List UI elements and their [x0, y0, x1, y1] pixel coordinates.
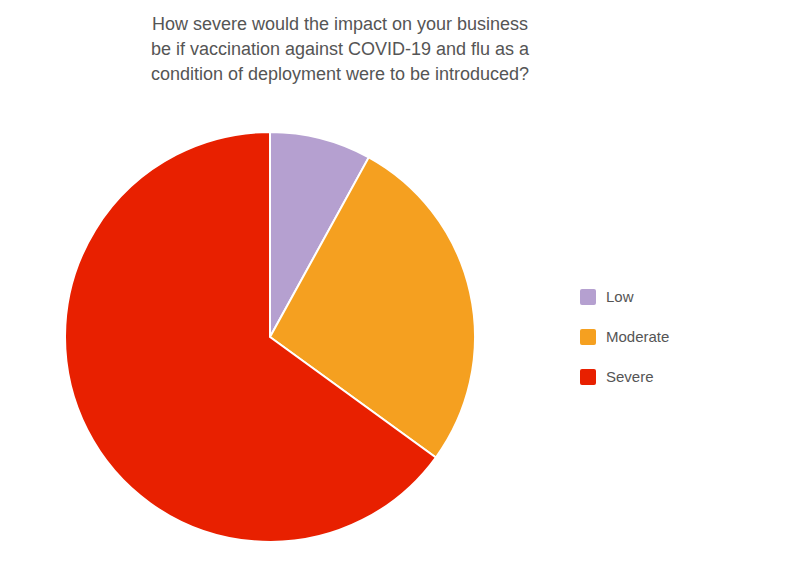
title-line: be if vaccination against COVID-19 and f… — [151, 39, 530, 59]
legend: Low Moderate Severe — [580, 288, 669, 385]
pie-slice — [65, 132, 436, 542]
chart-title: How severe would the impact on your busi… — [151, 14, 530, 84]
background — [0, 0, 807, 582]
legend-swatch — [580, 329, 596, 345]
title-line: condition of deployment were to be intro… — [151, 64, 529, 84]
legend-swatch — [580, 369, 596, 385]
title-line: How severe would the impact on your busi… — [152, 14, 528, 34]
legend-swatch — [580, 289, 596, 305]
legend-label: Moderate — [606, 328, 669, 345]
legend-label: Low — [606, 288, 634, 305]
chart-svg: How severe would the impact on your busi… — [0, 0, 807, 582]
chart-container: How severe would the impact on your busi… — [0, 0, 807, 582]
legend-label: Severe — [606, 368, 654, 385]
pie — [65, 132, 475, 542]
